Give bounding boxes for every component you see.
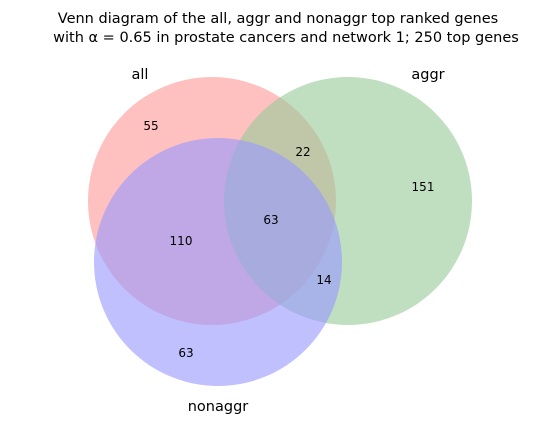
region-label-all-only: 55: [143, 119, 158, 133]
region-label-all-aggr-nonaggr: 63: [263, 213, 278, 227]
venn-circle-nonaggr: [94, 138, 342, 386]
region-label-nonaggr-only: 63: [178, 346, 193, 360]
region-label-all-nonaggr: 110: [170, 234, 193, 248]
set-label-aggr: aggr: [411, 67, 444, 83]
region-label-aggr-only: 151: [412, 180, 435, 194]
set-label-all: all: [132, 67, 149, 83]
venn-circles: [88, 77, 472, 386]
region-label-aggr-nonaggr: 14: [316, 273, 331, 287]
chart-title-line-1: Venn diagram of the all, aggr and nonagg…: [58, 11, 498, 27]
region-label-all-aggr: 22: [295, 145, 310, 159]
set-label-nonaggr: nonaggr: [188, 399, 249, 415]
chart-title-line-2: with α = 0.65 in prostate cancers and ne…: [53, 30, 519, 46]
